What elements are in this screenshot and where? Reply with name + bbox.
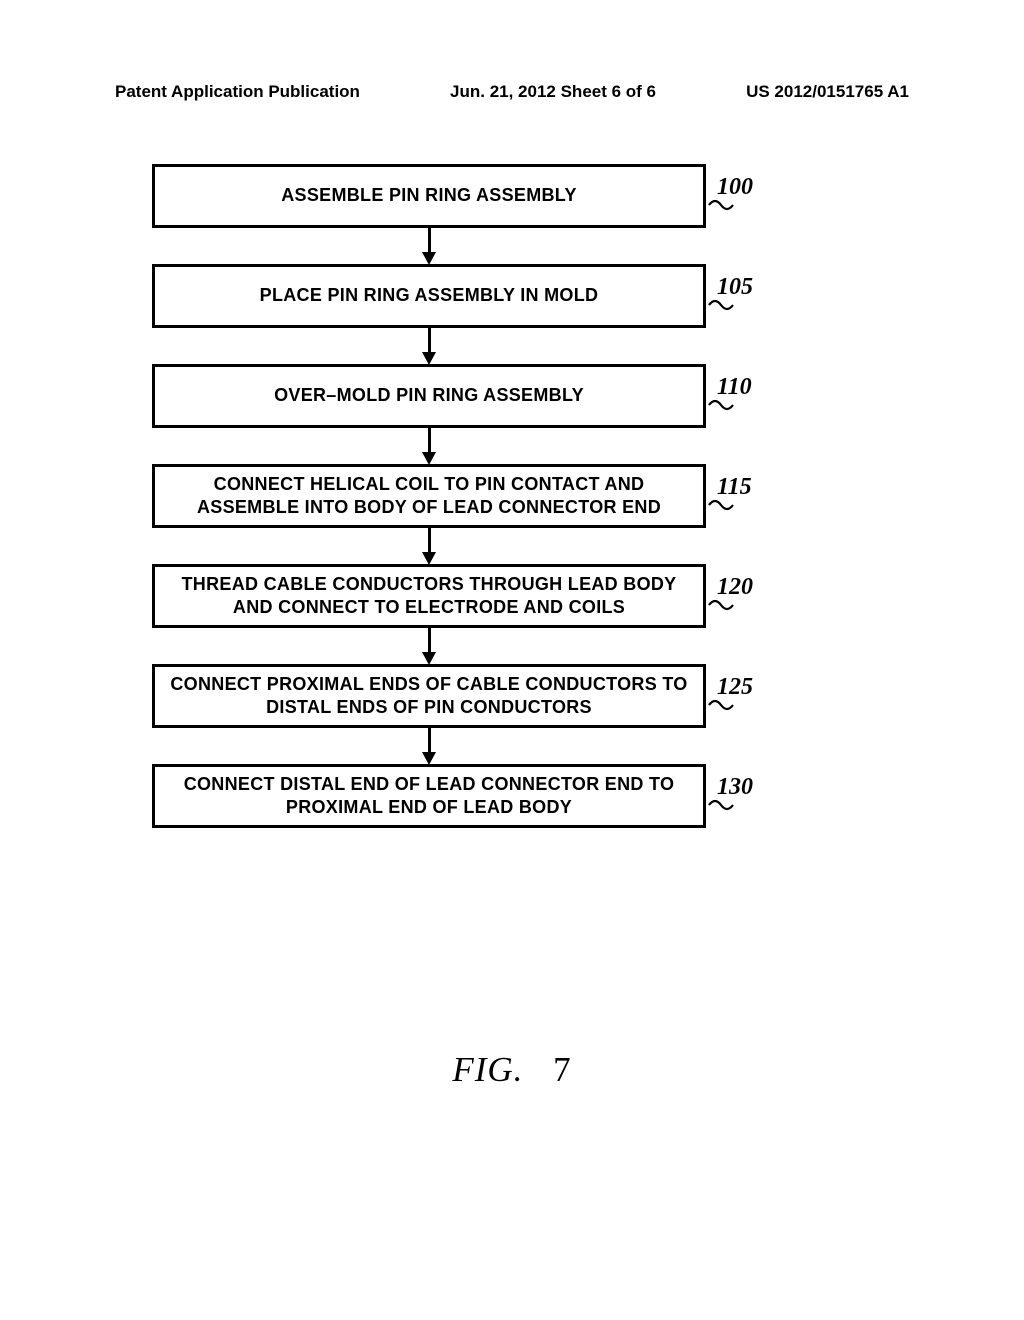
ref-number: 110: [717, 374, 752, 401]
step-label: CONNECT DISTAL END OF LEAD CONNECTOR END…: [165, 773, 693, 820]
squiggle-connector: [708, 799, 736, 819]
flow-step: PLACE PIN RING ASSEMBLY IN MOLD 105: [152, 264, 792, 328]
ref-number: 125: [717, 674, 753, 701]
squiggle-connector: [708, 699, 736, 719]
header-center: Jun. 21, 2012 Sheet 6 of 6: [450, 82, 656, 102]
flow-arrow: [152, 728, 706, 764]
squiggle-connector: [708, 399, 736, 419]
flow-arrow: [152, 328, 706, 364]
ref-number: 100: [717, 174, 753, 201]
step-box: THREAD CABLE CONDUCTORS THROUGH LEAD BOD…: [152, 564, 706, 628]
step-box: OVER–MOLD PIN RING ASSEMBLY: [152, 364, 706, 428]
ref-number: 120: [717, 574, 753, 601]
step-label: PLACE PIN RING ASSEMBLY IN MOLD: [260, 284, 599, 307]
flow-step: CONNECT PROXIMAL ENDS OF CABLE CONDUCTOR…: [152, 664, 792, 728]
squiggle-connector: [708, 299, 736, 319]
figure-prefix: FIG.: [452, 1050, 523, 1089]
ref-number: 130: [717, 774, 753, 801]
step-label: CONNECT HELICAL COIL TO PIN CONTACT AND …: [165, 473, 693, 520]
step-box: CONNECT DISTAL END OF LEAD CONNECTOR END…: [152, 764, 706, 828]
page-header: Patent Application Publication Jun. 21, …: [0, 82, 1024, 102]
flow-arrow: [152, 228, 706, 264]
flow-step: CONNECT HELICAL COIL TO PIN CONTACT AND …: [152, 464, 792, 528]
step-box: CONNECT PROXIMAL ENDS OF CABLE CONDUCTOR…: [152, 664, 706, 728]
step-box: ASSEMBLE PIN RING ASSEMBLY: [152, 164, 706, 228]
ref-number: 105: [717, 274, 753, 301]
flowchart: ASSEMBLE PIN RING ASSEMBLY 100 PLACE PIN…: [152, 164, 792, 828]
step-label: CONNECT PROXIMAL ENDS OF CABLE CONDUCTOR…: [165, 673, 693, 720]
flow-arrow: [152, 528, 706, 564]
step-label: THREAD CABLE CONDUCTORS THROUGH LEAD BOD…: [165, 573, 693, 620]
figure-number: 7: [553, 1050, 572, 1089]
flow-arrow: [152, 428, 706, 464]
step-label: OVER–MOLD PIN RING ASSEMBLY: [274, 384, 584, 407]
step-box: PLACE PIN RING ASSEMBLY IN MOLD: [152, 264, 706, 328]
figure-caption: FIG. 7: [0, 1050, 1024, 1090]
flow-step: OVER–MOLD PIN RING ASSEMBLY 110: [152, 364, 792, 428]
header-right: US 2012/0151765 A1: [746, 82, 909, 102]
step-box: CONNECT HELICAL COIL TO PIN CONTACT AND …: [152, 464, 706, 528]
squiggle-connector: [708, 199, 736, 219]
flow-arrow: [152, 628, 706, 664]
squiggle-connector: [708, 599, 736, 619]
step-label: ASSEMBLE PIN RING ASSEMBLY: [281, 184, 577, 207]
header-left: Patent Application Publication: [115, 82, 360, 102]
flow-step: THREAD CABLE CONDUCTORS THROUGH LEAD BOD…: [152, 564, 792, 628]
flow-step: ASSEMBLE PIN RING ASSEMBLY 100: [152, 164, 792, 228]
ref-number: 115: [717, 474, 752, 501]
flow-step: CONNECT DISTAL END OF LEAD CONNECTOR END…: [152, 764, 792, 828]
squiggle-connector: [708, 499, 736, 519]
